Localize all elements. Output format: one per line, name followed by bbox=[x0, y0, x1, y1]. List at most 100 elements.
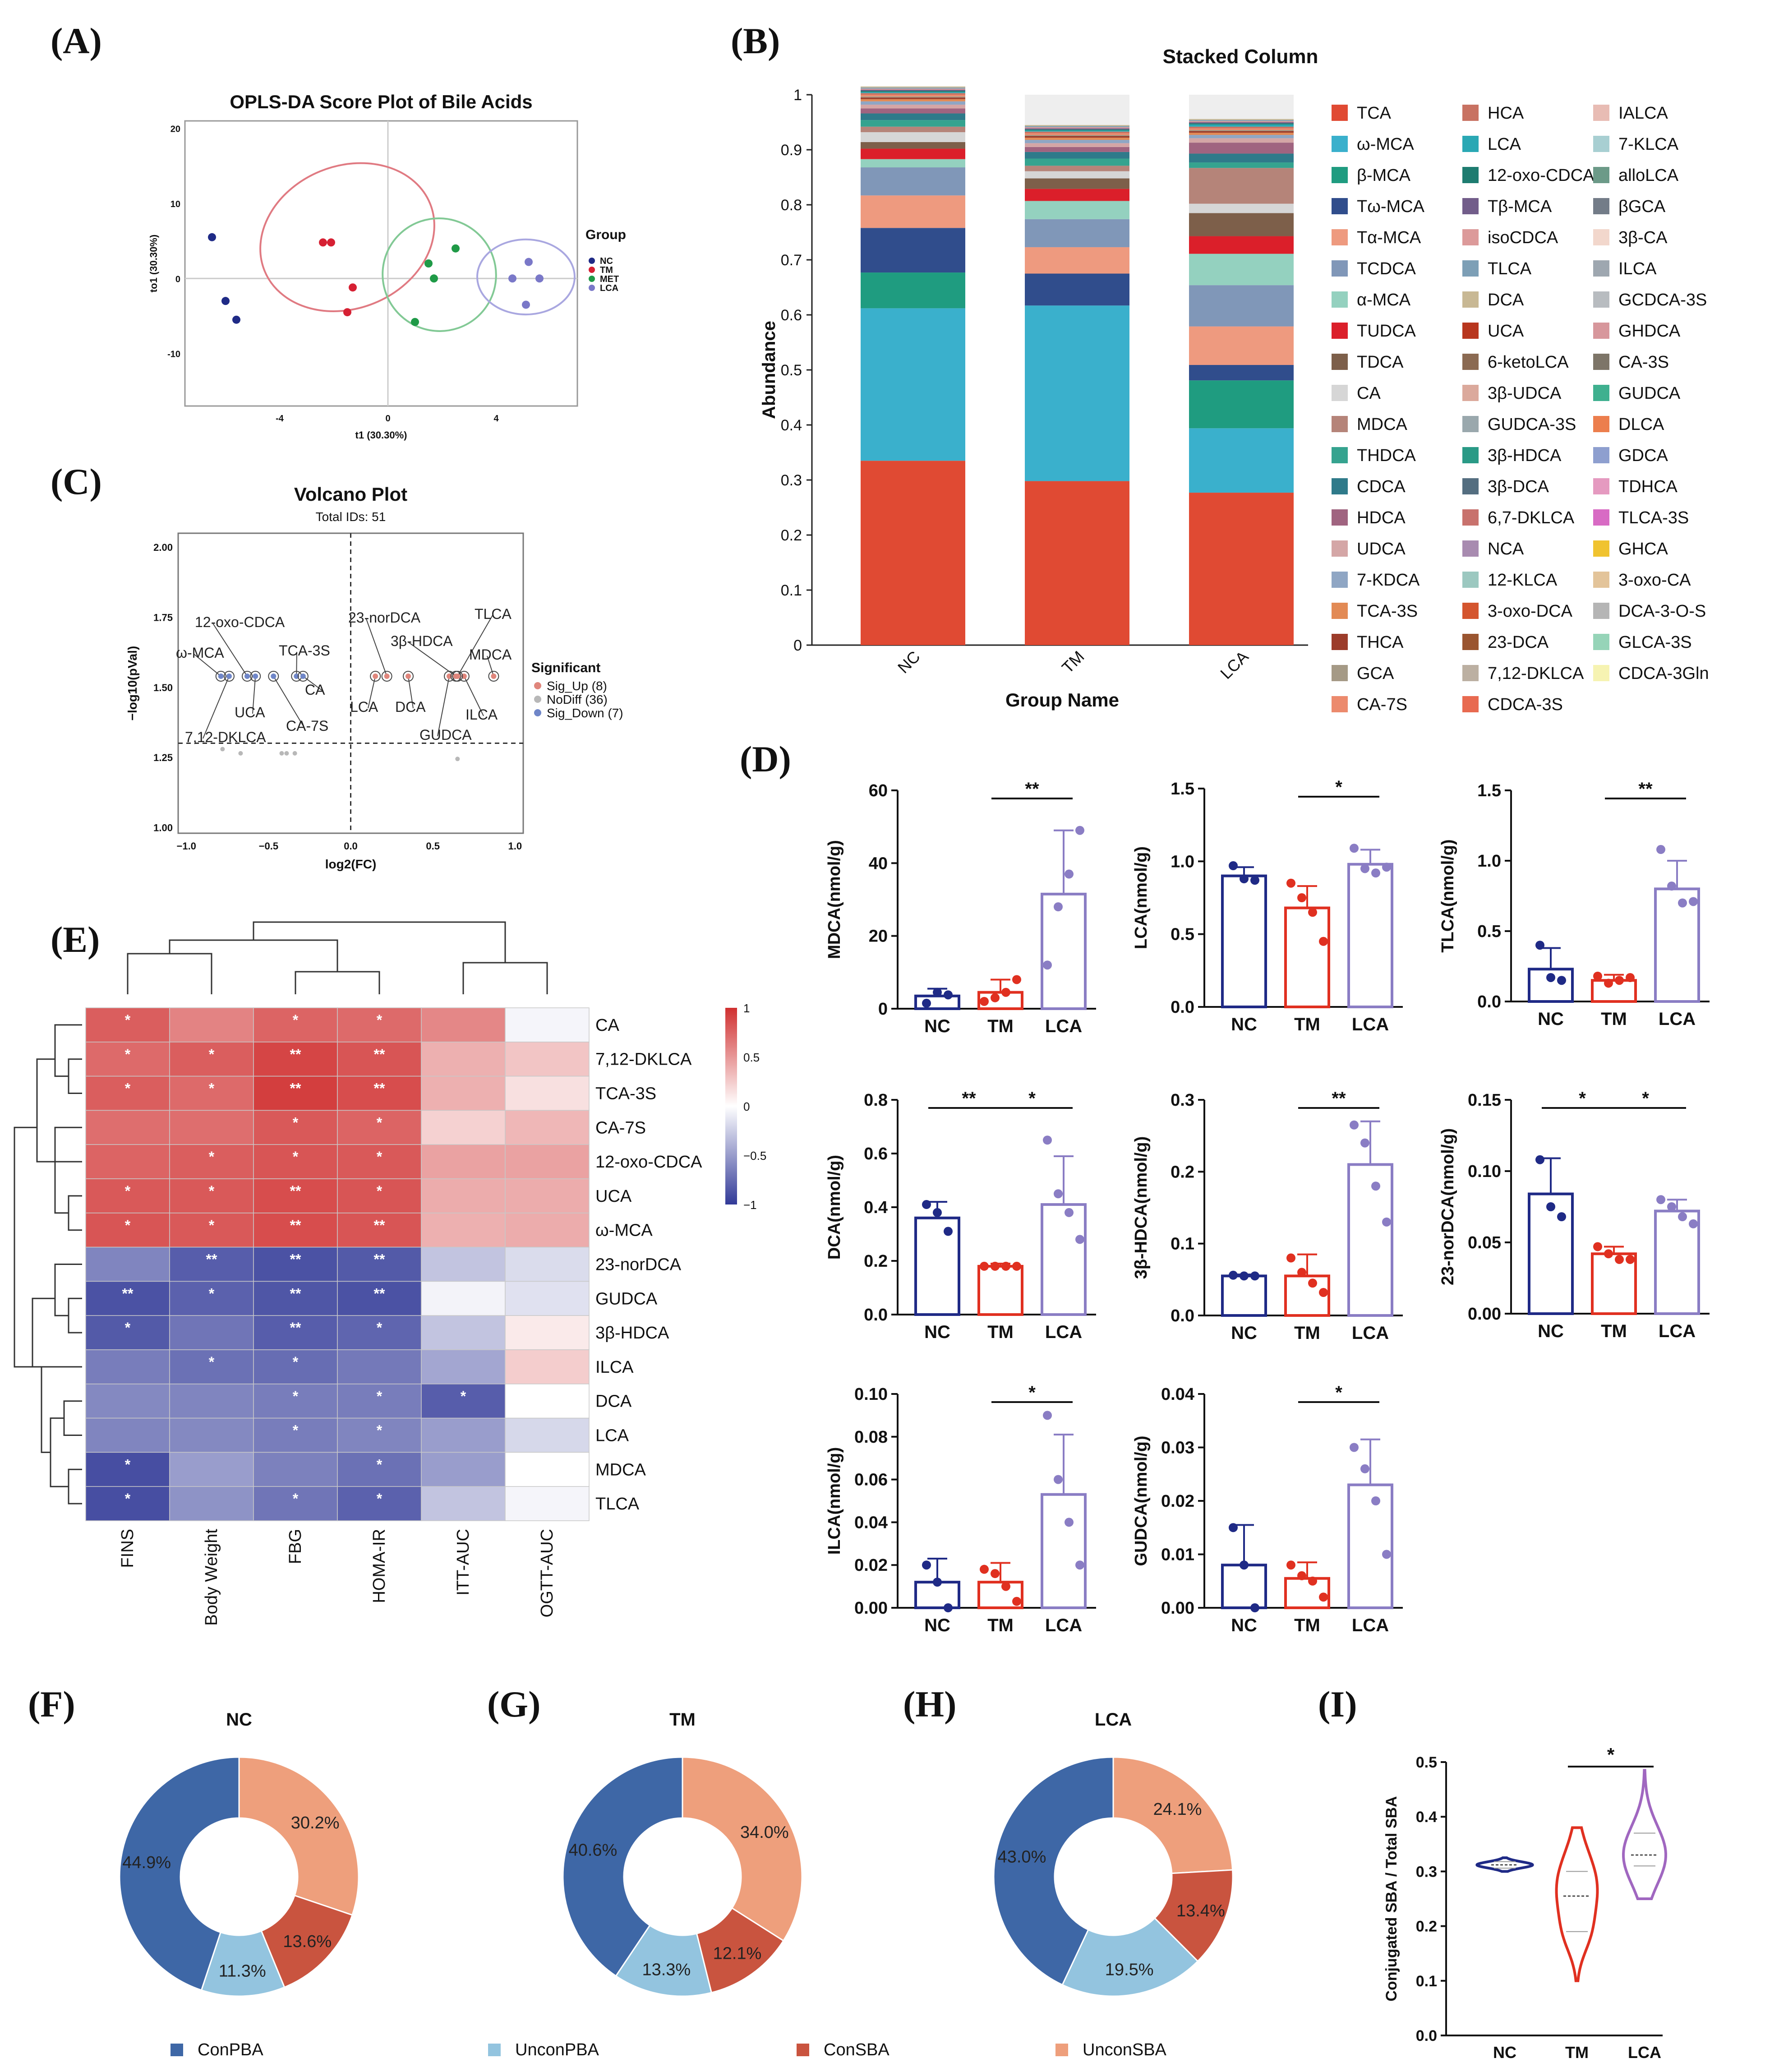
slice-value-label: 19.5% bbox=[1105, 1960, 1154, 1979]
significance-star: * bbox=[125, 1012, 131, 1028]
stack-segment bbox=[1025, 189, 1129, 201]
heatmap-cell bbox=[421, 1246, 506, 1282]
x-tick-label: NC bbox=[1493, 2043, 1516, 2062]
panel-g-donut-tm: TM 34.0% 12.1% 13.3% 40.6% bbox=[562, 1710, 803, 1997]
dendrogram-branch bbox=[127, 953, 212, 994]
significance-star: * bbox=[125, 1320, 131, 1336]
data-point bbox=[1382, 1550, 1391, 1559]
heatmap-cell bbox=[337, 1110, 422, 1145]
data-point bbox=[1240, 874, 1249, 884]
legend-label: 12-KLCA bbox=[1488, 571, 1558, 590]
y-tick-label: 0.05 bbox=[1468, 1233, 1501, 1252]
dendrogram-branch bbox=[41, 1366, 82, 1453]
row-label: 23-norDCA bbox=[595, 1255, 682, 1274]
heatmap-cell bbox=[85, 1007, 170, 1043]
stack-segment bbox=[1189, 126, 1294, 129]
x-tick-label: −0.5 bbox=[259, 840, 278, 852]
stack-segment bbox=[861, 90, 965, 91]
dendrogram-branch bbox=[14, 1126, 37, 1368]
x-tick-label: 4 bbox=[493, 414, 499, 424]
chart-subtitle: Total IDs: 51 bbox=[316, 510, 386, 524]
stack-segment bbox=[1189, 128, 1294, 130]
legend-swatch bbox=[1593, 416, 1609, 432]
volcano-point-label: ILCA bbox=[465, 706, 498, 723]
stack-segment bbox=[1189, 135, 1294, 138]
volcano-point-label: CA bbox=[305, 682, 325, 698]
heatmap-cell bbox=[421, 1144, 506, 1179]
heatmap-cell bbox=[421, 1417, 506, 1453]
stack-segment bbox=[1189, 133, 1294, 135]
significance-star: * bbox=[209, 1080, 215, 1097]
volcano-point-up bbox=[491, 673, 497, 679]
legend-label: GDCA bbox=[1618, 446, 1668, 465]
heatmap-cell bbox=[337, 1281, 422, 1316]
significance-star: * bbox=[125, 1217, 131, 1233]
heatmap-cell bbox=[421, 1281, 506, 1316]
legend-swatch bbox=[1593, 167, 1609, 183]
legend-swatch bbox=[1332, 696, 1348, 712]
bar bbox=[1221, 1274, 1267, 1317]
bar-subplot: 0.00 0.01 0.02 0.03 0.04 GUDCA(nmol/g) NC TM LCA… bbox=[1132, 1383, 1403, 1635]
dendrogram-branch bbox=[68, 1195, 82, 1231]
bar bbox=[977, 1264, 1023, 1316]
volcano-highlight bbox=[250, 670, 261, 682]
legend-label: α-MCA bbox=[1357, 291, 1411, 309]
stack-segment bbox=[861, 228, 965, 273]
legend-label: GCA bbox=[1357, 664, 1394, 683]
data-point bbox=[1360, 864, 1369, 873]
data-point bbox=[1319, 1288, 1328, 1297]
slice-value-label: 13.6% bbox=[283, 1932, 332, 1951]
legend-swatch bbox=[1593, 572, 1609, 588]
volcano-point-down bbox=[253, 673, 258, 679]
legend-label: CA-7S bbox=[1357, 695, 1407, 714]
legend-label: 3β-HDCA bbox=[1488, 446, 1562, 465]
slice-value-label: 43.0% bbox=[998, 1848, 1046, 1867]
significance-star: ** bbox=[374, 1217, 385, 1233]
colorbar bbox=[725, 1008, 737, 1204]
volcano-point-nodiff bbox=[455, 757, 460, 761]
y-tick-label: 1.50 bbox=[153, 682, 173, 693]
stack-segment bbox=[1189, 326, 1294, 365]
confidence-ellipse bbox=[259, 162, 435, 312]
stack-segment bbox=[1025, 125, 1129, 126]
legend-swatch bbox=[1462, 540, 1479, 557]
heatmap-cell bbox=[505, 1349, 590, 1384]
data-point bbox=[1371, 1181, 1380, 1191]
legend-label: MDCA bbox=[1357, 415, 1408, 434]
chart-title: Volcano Plot bbox=[294, 484, 407, 505]
legend-label: ILCA bbox=[1618, 259, 1657, 278]
volcano-point-label: MDCA bbox=[469, 646, 512, 663]
donut-slice bbox=[260, 1894, 353, 1989]
legend-label: HCA bbox=[1488, 104, 1524, 123]
legend-label: TDCA bbox=[1357, 353, 1404, 372]
y-tick-label: 1.75 bbox=[153, 612, 173, 623]
legend-label: 6-ketoLCA bbox=[1488, 353, 1569, 372]
data-point bbox=[1075, 1560, 1084, 1570]
x-tick-label: NC bbox=[1231, 1323, 1257, 1343]
legend-label: 7-KLCA bbox=[1618, 135, 1679, 154]
legend-label: Tω-MCA bbox=[1357, 197, 1425, 216]
legend-label: 3β-UDCA bbox=[1488, 384, 1562, 403]
volcano-highlight bbox=[223, 670, 235, 682]
heatmap-cell bbox=[421, 1042, 506, 1077]
x-tick-label: LCA bbox=[1659, 1321, 1696, 1341]
slice-value-label: 13.4% bbox=[1176, 1901, 1225, 1920]
x-tick-label: NC bbox=[1538, 1009, 1564, 1029]
slice-value-label: 24.1% bbox=[1153, 1800, 1202, 1819]
significance-star: * bbox=[377, 1183, 383, 1199]
legend-label: TUDCA bbox=[1357, 322, 1416, 341]
x-tick-label: TM bbox=[1294, 1615, 1320, 1635]
slice-value-label: 44.9% bbox=[122, 1853, 171, 1872]
legend-label: UnconSBA bbox=[1083, 2040, 1167, 2059]
bar bbox=[1041, 1493, 1087, 1610]
legend-label: 3β-CA bbox=[1618, 228, 1668, 247]
data-point bbox=[1350, 844, 1359, 853]
legend-label: DCA bbox=[1488, 291, 1524, 309]
stack-segment bbox=[1189, 153, 1294, 163]
y-tick-label: 0.02 bbox=[854, 1556, 888, 1575]
panel-label: (I) bbox=[1318, 1684, 1357, 1725]
significance-star: ** bbox=[122, 1285, 134, 1301]
data-point bbox=[922, 998, 931, 1008]
y-tick-label: 0.04 bbox=[854, 1513, 888, 1532]
